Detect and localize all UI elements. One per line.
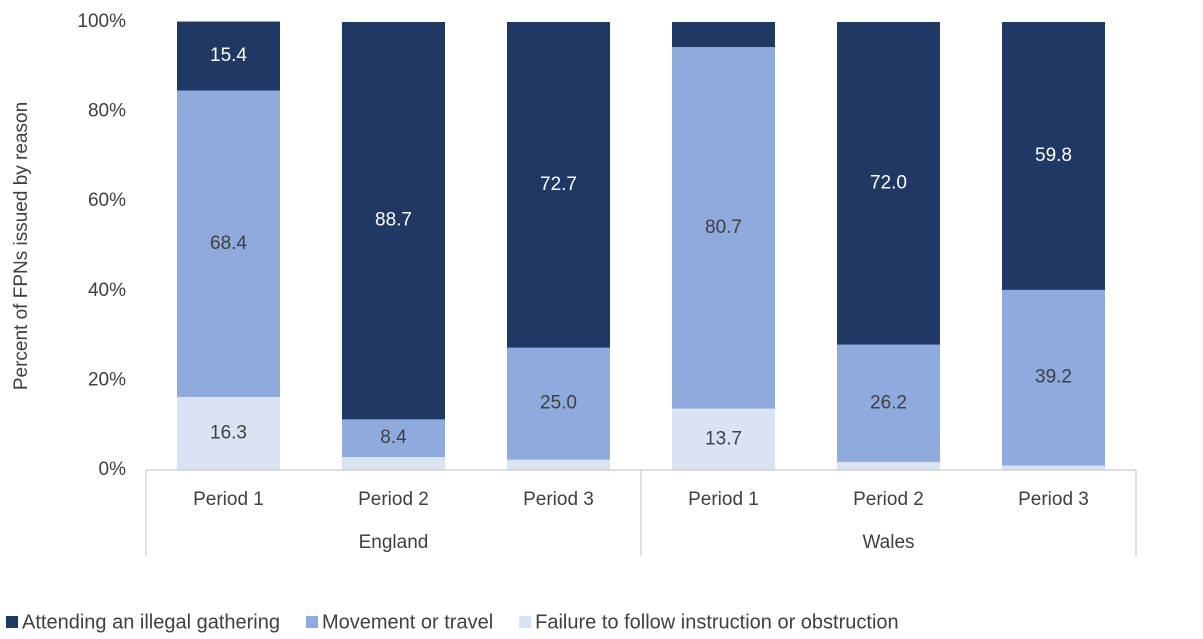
- y-tick-label: 100%: [77, 11, 126, 32]
- data-label: 8.4: [380, 427, 407, 448]
- y-axis-title: Percent of FPNs issued by reason: [11, 102, 32, 390]
- x-tick-label: Period 3: [523, 489, 594, 510]
- bar-segment: [342, 22, 445, 420]
- x-tick-label: Period 3: [1018, 489, 1089, 510]
- data-label: 72.7: [540, 174, 577, 195]
- data-label: 68.4: [210, 233, 247, 254]
- y-tick-label: 80%: [88, 101, 126, 122]
- data-label: 15.4: [210, 45, 247, 66]
- y-tick-label: 40%: [88, 280, 126, 301]
- group-label: Wales: [862, 532, 914, 553]
- bar-segment: [837, 344, 940, 462]
- data-label: 80.7: [705, 217, 742, 238]
- bar-segment: [177, 396, 280, 470]
- bar-segment: [177, 90, 280, 397]
- data-label: 88.7: [375, 210, 412, 231]
- bar-segment: [672, 22, 775, 48]
- legend-label: Failure to follow instruction or obstruc…: [535, 611, 899, 633]
- x-tick-label: Period 1: [193, 489, 264, 510]
- bar-segment: [507, 347, 610, 460]
- data-label: 13.7: [705, 428, 742, 449]
- x-tick-label: Period 2: [853, 489, 924, 510]
- bar-segment: [837, 461, 940, 470]
- bar-segment: [672, 408, 775, 470]
- bar-segment: [507, 459, 610, 470]
- bar-segment: [177, 21, 280, 91]
- data-label: 26.2: [870, 392, 907, 413]
- bar-segment: [507, 22, 610, 348]
- y-tick-label: 60%: [88, 190, 126, 211]
- bar-segment: [342, 419, 445, 458]
- bar-segment: [1002, 22, 1105, 290]
- legend-swatch: [305, 616, 318, 628]
- bar-segment: [1002, 465, 1105, 470]
- x-tick-label: Period 1: [688, 489, 759, 510]
- legend-label: Movement or travel: [322, 611, 493, 633]
- data-label: 16.3: [210, 423, 247, 444]
- legend-label: Attending an illegal gathering: [22, 611, 280, 633]
- data-label: 72.0: [870, 172, 907, 193]
- legend-swatch: [519, 616, 532, 628]
- bar-segment: [342, 457, 445, 470]
- x-tick-label: Period 2: [358, 489, 429, 510]
- legend-swatch: [6, 616, 18, 628]
- y-tick-label: 20%: [88, 369, 126, 390]
- y-tick-label: 0%: [99, 459, 127, 480]
- bar-segment: [837, 22, 940, 345]
- bar-segment: [1002, 289, 1105, 466]
- data-label: 25.0: [540, 393, 577, 414]
- bar-segment: [672, 47, 775, 409]
- data-label: 59.8: [1035, 145, 1072, 166]
- data-label: 39.2: [1035, 367, 1072, 388]
- group-label: England: [359, 532, 429, 553]
